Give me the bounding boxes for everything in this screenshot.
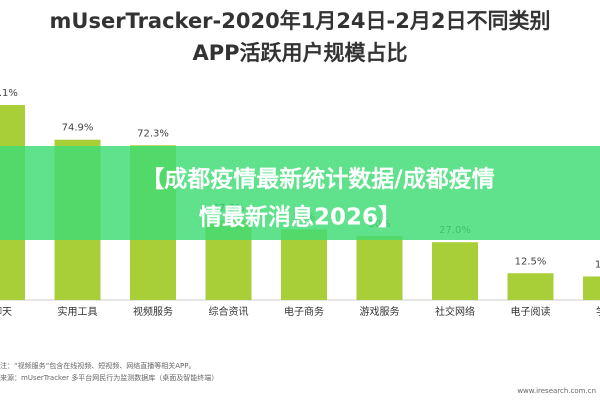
x-tick-label: 电子商务 <box>284 305 324 318</box>
value-label: 91.1% <box>0 88 18 99</box>
x-tick-label: 聊天 <box>0 305 12 318</box>
bar <box>507 273 554 300</box>
chart-title: mUserTracker-2020年1月24日-2月2日不同类别 <box>50 9 551 33</box>
x-tick-label: 社交网络 <box>435 305 475 318</box>
x-tick-label: 游戏服务 <box>360 305 400 318</box>
source: 来源：mUserTracker 多平台网民行为监测数据库（桌面及智能终端） <box>0 373 218 382</box>
bar <box>281 229 327 300</box>
website: www.iresearch.com.cn <box>517 387 596 395</box>
x-tick-label: 电子阅读 <box>511 305 551 318</box>
bar <box>356 235 403 300</box>
banner-line[interactable]: 情最新消息2026】 <box>199 204 401 231</box>
x-tick-label: 综合资讯 <box>209 305 249 318</box>
banner[interactable] <box>0 146 600 240</box>
x-tick-label: 实用工具 <box>58 305 98 318</box>
footnote: 注：“视频服务”包含在线视频、短视频、网络直播等相关APP。 <box>0 361 195 370</box>
value-label: 12.5% <box>515 256 547 267</box>
x-tick-label: 视频服务 <box>133 305 173 318</box>
banner-line[interactable]: 【成都疫情最新统计数据/成都疫情 <box>141 166 494 193</box>
value-label: 74.9% <box>62 123 94 134</box>
x-tick-label: 学习 <box>596 305 600 318</box>
chart-subtitle: APP活跃用户规模占比 <box>192 41 407 65</box>
bar <box>583 276 600 300</box>
bar <box>432 242 478 300</box>
value-label: 72.3% <box>137 128 169 139</box>
value-label: 11% <box>595 259 600 270</box>
